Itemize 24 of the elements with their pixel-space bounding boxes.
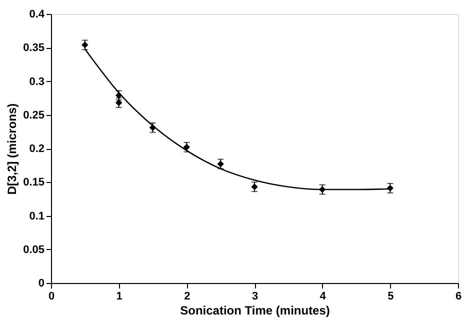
point <box>183 144 190 151</box>
x-tick-label: 2 <box>184 290 190 302</box>
y-tick-label: 0.05 <box>23 244 44 256</box>
y-tick-label: 0.2 <box>29 143 44 155</box>
y-axis-title: D[3,2] (microns) <box>5 103 20 195</box>
point <box>386 184 394 192</box>
point <box>149 124 156 132</box>
y-tick-label: 0 <box>38 278 44 290</box>
x-tick-label: 3 <box>252 290 258 302</box>
y-tick-label: 0.3 <box>29 76 44 88</box>
y-tick-label: 0.4 <box>29 8 46 20</box>
point <box>251 183 258 190</box>
x-tick-label: 6 <box>455 290 462 302</box>
point <box>318 186 326 193</box>
x-tick-label: 0 <box>48 290 55 302</box>
x-tick-label: 1 <box>116 290 122 302</box>
point <box>217 160 224 168</box>
x-tick-label: 5 <box>388 290 394 302</box>
y-tick-label: 0.15 <box>23 176 44 189</box>
x-axis-title: Sonication Time (minutes) <box>180 304 330 318</box>
y-tick-label: 0.35 <box>23 42 44 54</box>
y-tick-label: 0.25 <box>23 109 44 122</box>
y-tick-label: 0.1 <box>29 210 44 222</box>
x-tick-label: 4 <box>320 290 327 302</box>
